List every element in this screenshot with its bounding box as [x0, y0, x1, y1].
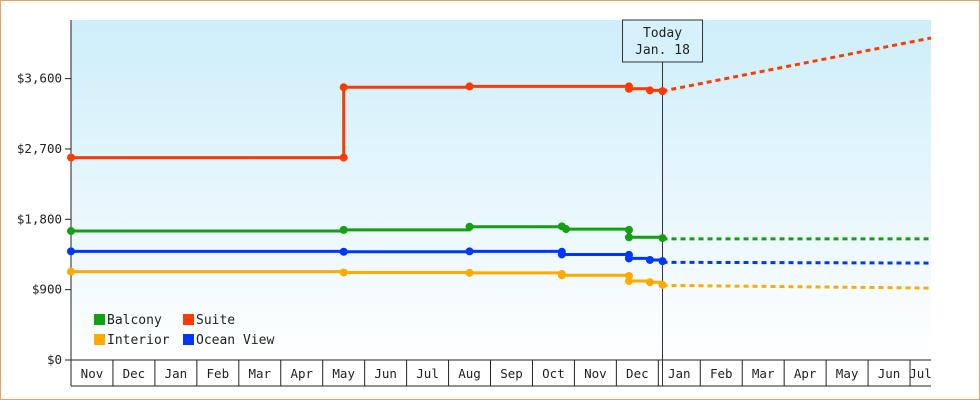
- y-tick-label: $3,600: [17, 71, 62, 86]
- data-point-balcony: [624, 233, 633, 242]
- x-month-label: May: [332, 366, 355, 381]
- legend-label-interior: Interior: [107, 333, 170, 348]
- x-month-label: Jun: [374, 366, 397, 381]
- data-point-interior: [624, 277, 633, 286]
- data-point-suite: [645, 86, 654, 95]
- legend-swatch-interior: [94, 334, 105, 345]
- y-tick-label: $2,700: [17, 141, 62, 156]
- data-point-ocean-view: [645, 255, 654, 264]
- data-point-ocean-view: [557, 250, 566, 259]
- data-point-ocean-view: [339, 247, 348, 256]
- data-point-balcony: [465, 222, 474, 231]
- x-month-label: Jan: [165, 366, 188, 381]
- y-tick-label: $0: [47, 352, 62, 367]
- x-month-label: Jun: [878, 366, 901, 381]
- x-month-label: Mar: [752, 366, 775, 381]
- data-point-ocean-view: [658, 257, 667, 266]
- x-month-label: Apr: [794, 366, 817, 381]
- data-point-interior: [658, 280, 667, 289]
- x-month-label: Apr: [290, 366, 313, 381]
- y-tick-label: $900: [32, 282, 62, 297]
- data-point-balcony: [339, 225, 348, 234]
- series-lines: [67, 36, 932, 290]
- data-point-balcony: [658, 234, 667, 243]
- legend-swatch-ocean-view: [183, 334, 194, 345]
- plot-area: [71, 20, 931, 360]
- x-month-label: Jan: [668, 366, 691, 381]
- y-tick-label: $1,800: [17, 211, 62, 226]
- data-point-ocean-view: [465, 247, 474, 256]
- x-month-label: Mar: [248, 366, 271, 381]
- legend-label-ocean-view: Ocean View: [196, 333, 274, 348]
- data-point-suite: [658, 87, 667, 96]
- data-point-suite: [624, 84, 633, 93]
- legend-label-suite: Suite: [196, 313, 235, 328]
- x-month-label: May: [836, 366, 859, 381]
- x-month-label: Nov: [81, 366, 104, 381]
- data-point-balcony: [562, 225, 571, 234]
- today-date-label: Jan. 18: [635, 43, 690, 58]
- x-month-label: Feb: [207, 366, 230, 381]
- today-box: [622, 19, 704, 63]
- legend-label-balcony: Balcony: [107, 313, 162, 328]
- x-month-label: Jul: [909, 366, 932, 381]
- data-point-balcony: [67, 227, 75, 236]
- data-point-interior: [645, 278, 654, 287]
- data-point-suite: [465, 82, 474, 91]
- data-point-suite: [339, 83, 348, 92]
- data-point-ocean-view: [624, 254, 633, 263]
- x-month-label: Aug: [458, 366, 481, 381]
- today-label: Today: [643, 26, 682, 41]
- data-point-ocean-view: [67, 247, 75, 256]
- x-month-label: Jul: [416, 366, 439, 381]
- axes: $0 $900 $1,800 $2,700 $3,600 Nov Dec Jan Feb Mar A…: [17, 20, 932, 387]
- data-point-interior: [465, 268, 474, 277]
- legend-swatch-balcony: [94, 314, 105, 325]
- data-point-suite: [339, 153, 348, 162]
- data-point-interior: [339, 268, 348, 277]
- data-point-interior: [557, 271, 566, 280]
- x-month-label: Nov: [584, 366, 607, 381]
- x-month-label: Feb: [710, 366, 733, 381]
- data-point-suite: [67, 153, 75, 162]
- x-month-label: Dec: [123, 366, 146, 381]
- today-marker: Today Jan. 18: [622, 19, 704, 386]
- x-month-label: Oct: [542, 366, 565, 381]
- data-point-interior: [67, 267, 75, 276]
- forecast-line-suite: [662, 36, 932, 93]
- legend: Balcony Suite Interior Ocean View: [94, 313, 274, 348]
- x-month-label: Sep: [500, 366, 523, 381]
- data-point-balcony: [624, 225, 633, 234]
- x-month-label: Dec: [626, 366, 649, 381]
- legend-swatch-suite: [183, 314, 194, 325]
